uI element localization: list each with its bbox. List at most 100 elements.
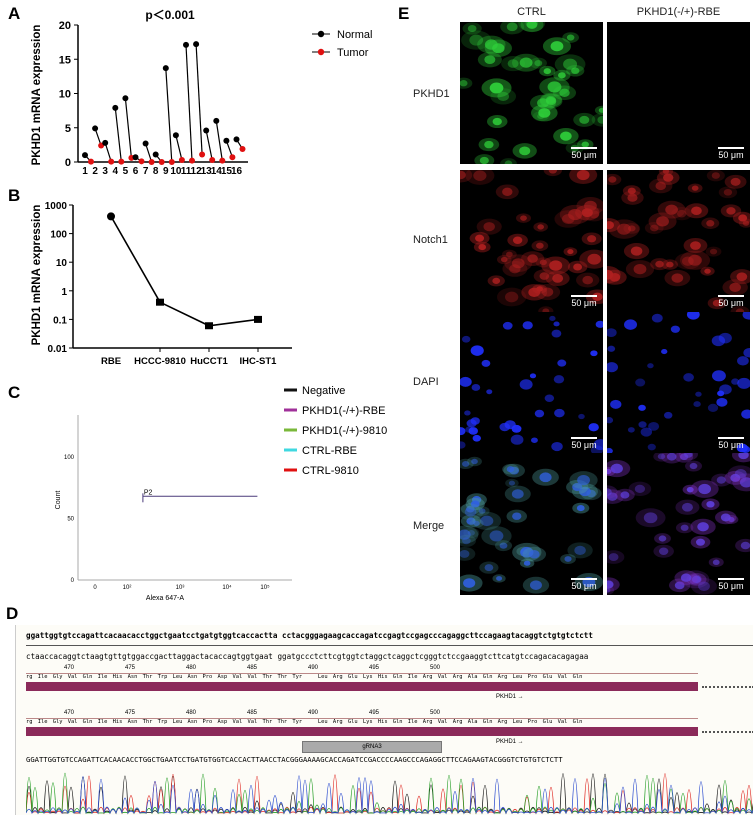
normal-point bbox=[193, 41, 200, 48]
y-tick-label: 100 bbox=[64, 455, 75, 461]
amino-acids: rg Ile Gly Val Gln Ile His Asn Thr Trp L… bbox=[26, 719, 583, 725]
cells bbox=[455, 315, 608, 455]
gate-label: P2 bbox=[144, 489, 153, 496]
tumor-point bbox=[168, 159, 175, 165]
x-tick-label: RBE bbox=[101, 356, 121, 367]
micrograph-dapi-ctrl: 50 μm bbox=[455, 312, 608, 455]
tumor-point bbox=[189, 157, 195, 164]
trace-3 bbox=[26, 775, 753, 815]
numbering-line bbox=[26, 673, 698, 674]
gene-label: PKHD1 → bbox=[496, 694, 524, 700]
tumor-point bbox=[158, 159, 165, 165]
legend-label: PKHD1(-/+)-9810 bbox=[302, 425, 387, 437]
x-tick-label: IHC-ST1 bbox=[240, 356, 278, 367]
normal-point bbox=[142, 140, 149, 147]
y-tick-label: 10 bbox=[56, 258, 68, 269]
normal-point bbox=[213, 117, 220, 124]
pair-line bbox=[185, 44, 193, 161]
residue-number: 475 bbox=[125, 665, 136, 671]
normal-point bbox=[223, 137, 230, 144]
column-label-knockout: PKHD1(-/+)-RBE bbox=[636, 6, 721, 18]
tumor-point bbox=[178, 156, 185, 163]
micrograph-merge-ctrl: 50 μm bbox=[450, 453, 604, 595]
pair-line bbox=[165, 68, 173, 163]
row-label-dapi: DAPI bbox=[413, 376, 439, 388]
x-tick-label: 9 bbox=[163, 166, 169, 177]
normal-point bbox=[132, 154, 139, 161]
tumor-point bbox=[239, 145, 246, 152]
feature-continuation bbox=[702, 686, 753, 688]
pair-line bbox=[175, 135, 183, 161]
legend-label: Negative bbox=[302, 385, 345, 397]
data-point bbox=[205, 322, 213, 330]
normal-point bbox=[122, 95, 129, 102]
micrograph-notch1-knockout: 50 μm bbox=[593, 166, 753, 318]
tumor-point bbox=[199, 151, 206, 158]
read-sequence: GGATTGGTGTCCAGATTCACAACACCTGGCTGAATCCTGA… bbox=[26, 755, 563, 764]
x-tick-label: 10⁴ bbox=[222, 584, 232, 591]
residue-number: 490 bbox=[308, 710, 319, 716]
data-point bbox=[254, 315, 262, 323]
tumor-point bbox=[88, 158, 94, 165]
legend-label: PKHD1(-/+)-RBE bbox=[302, 405, 385, 417]
tumor-point bbox=[108, 158, 115, 165]
pkhd1-feature-bar bbox=[26, 727, 698, 736]
scale-bar: 50 μm bbox=[718, 147, 744, 160]
legend-label: CTRL-RBE bbox=[302, 445, 357, 457]
pair-line bbox=[215, 120, 223, 161]
residue-number: 470 bbox=[64, 710, 75, 716]
x-tick-label: 14 bbox=[211, 166, 223, 177]
scale-bar-label: 50 μm bbox=[571, 581, 597, 591]
y-tick-label: 0.01 bbox=[48, 344, 68, 355]
cells bbox=[450, 456, 604, 594]
tumor-point bbox=[209, 156, 216, 163]
trace-1 bbox=[26, 773, 753, 815]
normal-point bbox=[183, 41, 189, 48]
scale-bar: 50 μm bbox=[571, 295, 597, 308]
normal-point bbox=[112, 104, 119, 111]
residue-number: 485 bbox=[247, 665, 258, 671]
scale-bar-label: 50 μm bbox=[571, 440, 597, 450]
panel-b-label: B bbox=[8, 186, 21, 205]
normal-point bbox=[172, 132, 179, 139]
top-strand: ggattggtgtccagattcacaacacctggctgaatcctga… bbox=[26, 631, 593, 640]
y-tick-label: 0.1 bbox=[53, 315, 67, 326]
x-tick-label: 11 bbox=[181, 166, 192, 177]
pair-line bbox=[94, 128, 102, 146]
legend-label: Normal bbox=[337, 29, 372, 41]
scale-bar: 50 μm bbox=[718, 437, 744, 450]
grna-feature: gRNA3 bbox=[302, 741, 442, 753]
scale-bar-label: 50 μm bbox=[571, 298, 597, 308]
trace-2 bbox=[26, 773, 753, 815]
pair-line bbox=[114, 107, 122, 162]
pair-line bbox=[195, 44, 203, 155]
panel-d-label: D bbox=[6, 604, 19, 623]
feature-continuation bbox=[702, 731, 753, 733]
y-axis-title: PKHD1 mRNA expression bbox=[31, 25, 43, 166]
panel-c-chart: 0 50 100 0 10² 10³ 10⁴ 10⁵ Alexa 647-A Count P2 Neg… bbox=[55, 385, 387, 602]
legend-label: Tumor bbox=[337, 47, 369, 59]
y-tick-label: 1 bbox=[61, 287, 67, 298]
data-point bbox=[156, 298, 164, 306]
residue-number: 480 bbox=[186, 665, 197, 671]
x-axis-title: Alexa 647-A bbox=[146, 595, 184, 602]
y-tick-label: 100 bbox=[50, 230, 67, 241]
pair-line bbox=[145, 143, 153, 163]
x-tick-label: 4 bbox=[113, 166, 119, 177]
translation-track-1: 470 475 480 485 490 495 500 rg Ile Gly Val Gln … bbox=[26, 665, 753, 715]
x-tick-label: 15 bbox=[221, 166, 233, 177]
x-tick-label: 6 bbox=[133, 166, 139, 177]
normal-point bbox=[102, 139, 109, 146]
chart-title: p＜0.001 bbox=[145, 8, 195, 22]
translation-track-2: 470 475 480 485 490 495 500 rg Ile Gly Val Gln … bbox=[26, 710, 753, 760]
tumor-point bbox=[118, 158, 125, 165]
tumor-point bbox=[219, 157, 226, 164]
x-tick-label: 3 bbox=[102, 166, 108, 177]
tumor-point bbox=[148, 159, 155, 165]
scale-bar-label: 50 μm bbox=[718, 150, 744, 160]
chromatogram bbox=[26, 773, 753, 815]
series-line bbox=[110, 215, 259, 327]
y-tick-label: 20 bbox=[59, 20, 71, 32]
normal-point bbox=[233, 136, 240, 143]
